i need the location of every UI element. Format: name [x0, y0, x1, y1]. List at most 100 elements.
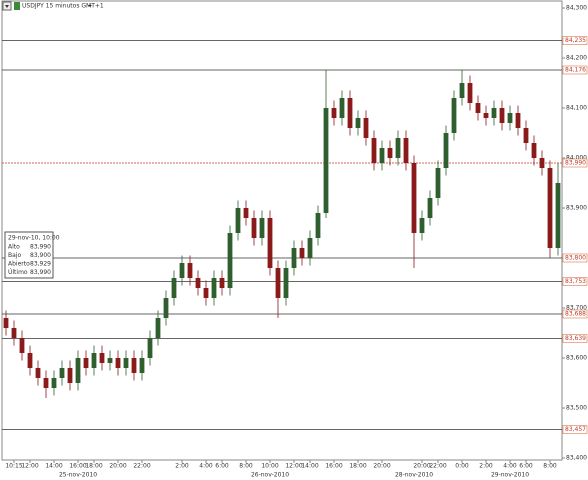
price-label-box	[562, 277, 588, 286]
candle-body	[411, 163, 417, 233]
price-label: 83,990	[565, 160, 586, 167]
candle-body	[91, 353, 97, 368]
candle-body	[235, 208, 241, 233]
price-label: 83,800	[565, 255, 586, 262]
candle-body	[443, 133, 449, 168]
candle-body	[395, 138, 401, 158]
candle-body	[283, 268, 289, 298]
y-tick-label: 83,600	[566, 355, 587, 362]
candle-body	[539, 158, 545, 168]
candle-body	[339, 98, 345, 118]
candle-body	[131, 358, 137, 373]
candle-body	[99, 353, 105, 363]
x-tick-label: 4:00	[199, 463, 213, 470]
candle-body	[251, 218, 257, 238]
price-label-box	[562, 65, 588, 75]
menu-arrow	[5, 5, 9, 8]
candle-body	[299, 248, 305, 258]
x-tick-label: 16:00	[69, 463, 86, 470]
header-dropdown[interactable]	[88, 5, 92, 7]
candle-body	[163, 298, 169, 318]
x-tick-label: 10:15	[5, 463, 22, 470]
x-tick-label: 4:00	[503, 463, 517, 470]
y-tick-label: 84,200	[566, 55, 587, 62]
candle-body	[419, 218, 425, 233]
price-label: 83,639	[565, 335, 586, 342]
price-label: 83,753	[565, 278, 586, 285]
price-label-box	[562, 253, 588, 263]
candle-body	[371, 138, 377, 163]
x-tick-label: 20:00	[109, 463, 126, 470]
candle-body	[243, 208, 249, 218]
candle-body	[475, 103, 481, 113]
candle-body	[307, 238, 313, 258]
candle-body	[43, 378, 49, 388]
candle-body	[507, 113, 513, 123]
y-tick-label: 84,100	[566, 105, 587, 112]
x-tick-label: 22:00	[429, 463, 446, 470]
info-box: 29-nov-10, 10:00 Alto 83,990 Bajo 83,900Abi…	[4, 231, 60, 279]
candle-body	[323, 108, 329, 213]
candle-body	[227, 233, 233, 288]
symbol-icon	[14, 2, 20, 10]
price-label-box	[562, 158, 588, 168]
candle-body	[51, 378, 57, 388]
candle-body	[491, 108, 497, 118]
candle-body	[435, 168, 441, 198]
price-label-box	[562, 309, 588, 319]
price-label-box	[562, 334, 588, 343]
candle-body	[555, 183, 561, 248]
candle-body	[147, 338, 153, 358]
candle-body	[123, 358, 129, 368]
x-tick-label: 6:00	[215, 463, 229, 470]
x-tick-label: 12:00	[285, 463, 302, 470]
x-tick-label: 8:00	[543, 463, 557, 470]
candle-body	[19, 338, 25, 353]
info-title: 29-nov-10, 10:00	[8, 235, 60, 242]
price-label: 83,457	[565, 426, 586, 433]
date-label: 26-nov-2010	[251, 472, 289, 479]
y-tick-label: 83,900	[566, 205, 587, 212]
candle-body	[451, 98, 457, 133]
date-label: 29-nov-2010	[491, 472, 529, 479]
price-label-box	[562, 425, 588, 434]
x-tick-label: 22:00	[133, 463, 150, 470]
candle-body	[259, 218, 265, 238]
price-label: 84,235	[565, 37, 586, 44]
candle-body	[11, 328, 17, 338]
x-tick-label: 2:00	[175, 463, 189, 470]
candle-body	[531, 143, 537, 158]
candle-body	[59, 368, 65, 378]
x-tick-label: 20:00	[373, 463, 390, 470]
info-value: 83,990	[30, 244, 51, 251]
candle-body	[523, 128, 529, 143]
candle-body	[387, 148, 393, 158]
info-label: Abierto	[8, 261, 30, 268]
candle-body	[211, 278, 217, 298]
info-frame	[4, 231, 54, 279]
candle-body	[315, 213, 321, 238]
price-label-box	[562, 36, 588, 45]
candle-body	[155, 318, 161, 338]
y-tick-label: 84,000	[566, 155, 587, 162]
y-tick-label: 83,700	[566, 305, 587, 312]
candle-body	[483, 113, 489, 118]
candle-body	[427, 198, 433, 218]
chart-header[interactable]: USDJPY 15 minutos GMT+1	[22, 3, 104, 10]
candle-body	[363, 118, 369, 138]
date-label: 28-nov-2010	[395, 472, 433, 479]
candle-body	[139, 358, 145, 373]
candle-body	[75, 358, 81, 383]
candle-body	[3, 318, 9, 328]
candle-body	[35, 368, 41, 378]
x-tick-label: 16:00	[325, 463, 342, 470]
candle-body	[219, 278, 225, 288]
candle-body	[379, 148, 385, 163]
candle-body	[547, 168, 553, 248]
info-value: 83,900	[30, 252, 51, 259]
y-tick-label: 83,500	[566, 405, 587, 412]
info-value: 83,929	[30, 261, 51, 268]
candle-body	[195, 278, 201, 288]
info-label: Alto	[8, 244, 20, 251]
